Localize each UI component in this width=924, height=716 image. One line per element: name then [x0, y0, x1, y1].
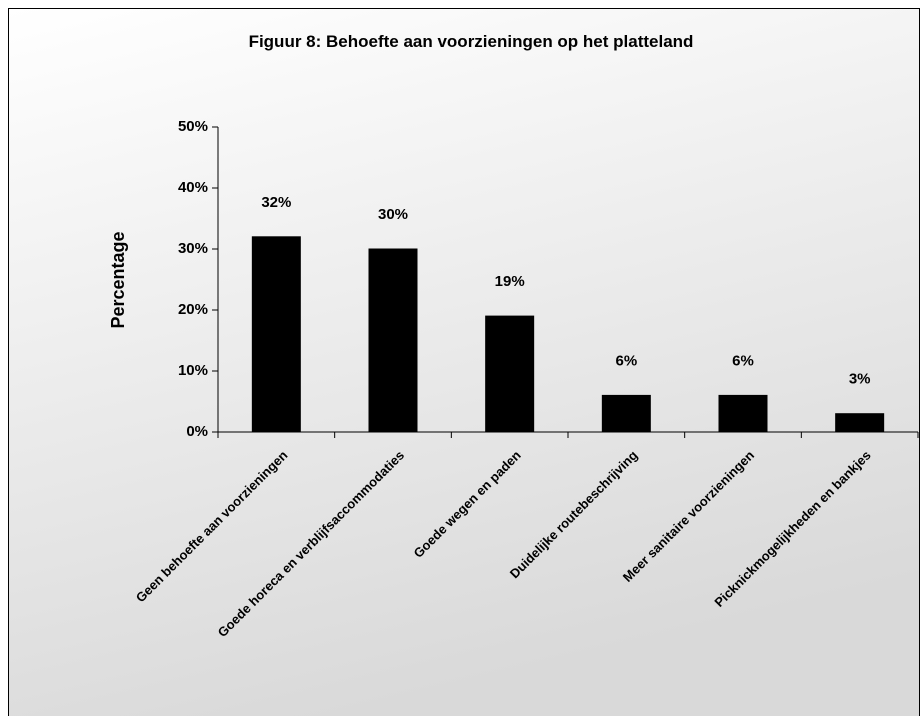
value-label: 6%	[732, 352, 754, 369]
bar	[835, 413, 885, 433]
value-label: 6%	[615, 352, 637, 369]
value-label: 30%	[378, 206, 408, 223]
y-tick-label: 20%	[178, 301, 208, 318]
bar	[368, 248, 418, 433]
y-tick-label: 10%	[178, 362, 208, 379]
value-label: 32%	[261, 194, 291, 211]
bar	[485, 315, 535, 433]
y-tick-label: 40%	[178, 179, 208, 196]
y-tick-label: 0%	[186, 423, 208, 440]
value-label: 19%	[495, 273, 525, 290]
bar	[601, 394, 651, 433]
chart-frame	[8, 8, 920, 716]
value-label: 3%	[849, 371, 871, 388]
y-axis-label: Percentage	[108, 231, 128, 328]
bar	[718, 394, 768, 433]
chart-title: Figuur 8: Behoefte aan voorzieningen op …	[249, 32, 694, 51]
bar	[251, 236, 301, 433]
y-tick-label: 50%	[178, 118, 208, 135]
y-tick-label: 30%	[178, 240, 208, 257]
